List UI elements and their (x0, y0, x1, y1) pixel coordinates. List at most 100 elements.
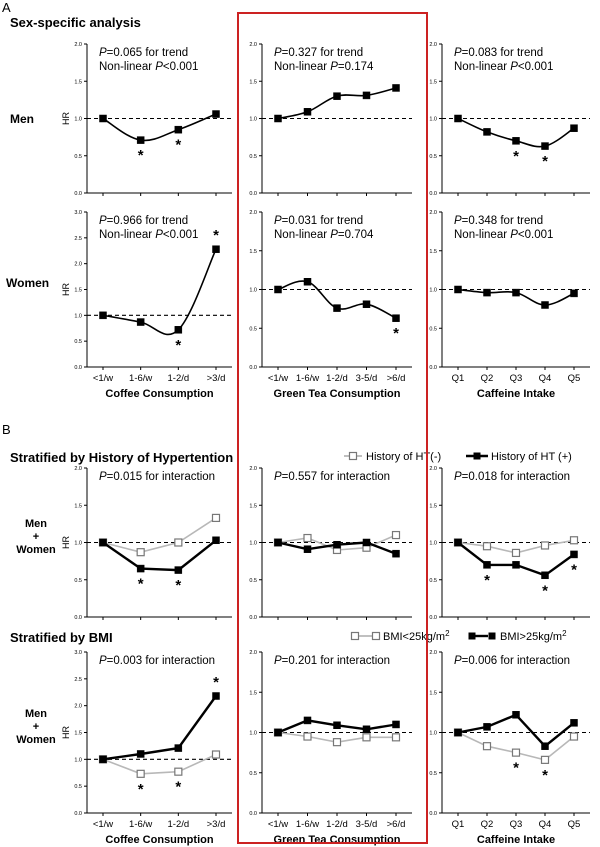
y-tick-label: 0.5 (429, 326, 437, 332)
data-point-marker (333, 721, 341, 730)
legend-bmi-high-text: BMI>25kg/m (500, 631, 562, 643)
x-tick-label: >6/d (387, 819, 406, 830)
data-point-marker (570, 124, 578, 132)
section-b1-title: Stratified by History of Hypertention (10, 450, 233, 465)
y-tick-label: 0.0 (249, 615, 257, 621)
data-point-marker (454, 285, 462, 294)
p-value: =0.083 for trend (462, 47, 544, 59)
series-line (102, 753, 217, 775)
y-tick-label: 1.5 (429, 503, 437, 509)
x-tick-label: 1-6/w (129, 373, 152, 384)
data-point-marker (570, 289, 578, 298)
series-filled: ** (454, 114, 578, 170)
legend-ht-neg-marker (348, 451, 358, 461)
significance-star: * (175, 577, 181, 594)
significance-star: * (138, 576, 144, 593)
significance-star: * (542, 153, 548, 170)
legend-bmi-high-label: BMI>25kg/m2 (500, 629, 567, 643)
y-tick-label: 1.0 (74, 313, 82, 319)
series-curve (102, 248, 217, 336)
data-point-marker (303, 533, 312, 543)
trend-annotation: P=0.966 for trend (99, 215, 188, 227)
legend-ht-neg-label: History of HT(-) (366, 451, 441, 463)
legend-bmi-high-sup: 2 (562, 629, 567, 638)
panel-b-bmi-caffeine: 0.0 0.5 1.0 1.5 2.0 Q1 Q2 Q3 Q4 Q5 Caffeine Intake… (429, 650, 590, 846)
nonlinear-text: Non-linear (99, 61, 155, 73)
p-value: =0.031 for trend (282, 215, 364, 227)
row-label-women: Women (6, 276, 49, 290)
y-tick-label: 0.5 (429, 154, 437, 160)
nonlinear-p-italic: P (155, 229, 163, 241)
data-point-marker (174, 326, 183, 334)
panel-b-ht-tea: 0.0 0.5 1.0 1.5 2.0 P=0.557 for interaction (249, 466, 412, 621)
significance-star: * (542, 582, 548, 599)
series-open: * * (453, 728, 579, 784)
p-value: =0.006 for interaction (462, 655, 570, 667)
trend-annotation: P=0.065 for trend (99, 47, 188, 59)
y-tick-label: 2.0 (74, 42, 82, 48)
nonlinear-value: <0.001 (163, 61, 199, 73)
series-filled: ** (99, 227, 220, 354)
y-tick-label: 1.0 (249, 731, 257, 737)
data-point-marker (454, 114, 462, 123)
data-point-marker (212, 692, 220, 700)
series-filled (274, 538, 400, 558)
data-point-marker (569, 732, 579, 741)
panel-b-bmi-tea: 0.0 0.5 1.0 1.5 2.0 <1/w 1-6/w 1-2/d 3-5/d >6/d Gr… (249, 650, 412, 846)
legend-bmi-high-marker (468, 632, 476, 640)
nonlinear-annotation: Non-linear P<0.001 (454, 229, 553, 241)
data-point-marker (274, 728, 282, 737)
x-tick-label: <1/w (93, 373, 113, 384)
series-filled: * (99, 674, 220, 764)
y-tick-label: 1.5 (74, 288, 82, 294)
legend-bmi-low-marker (350, 631, 360, 641)
data-point-marker (362, 733, 371, 742)
y-tick-label: 3.0 (74, 210, 82, 216)
row-label-b1: Men + Women (16, 518, 56, 556)
nonlinear-annotation: Non-linear P<0.001 (99, 61, 198, 73)
data-point-marker (99, 311, 107, 320)
data-point-marker (483, 288, 491, 297)
p-italic: P (99, 215, 107, 227)
section-a-title: Sex-specific analysis (10, 15, 141, 30)
y-tick-label: 0.0 (74, 811, 82, 817)
data-point-marker (99, 114, 107, 123)
panel-a-men-caffeine: 0.00.51.01.52.0P=0.083 for trendNon-line… (429, 42, 590, 197)
p-italic: P (99, 47, 107, 59)
row-label-b2-line3: Women (16, 734, 56, 746)
x-tick-label: >6/d (387, 373, 406, 384)
data-point-marker (541, 142, 549, 150)
data-point-marker (303, 716, 312, 725)
nonlinear-value: =0.704 (338, 229, 374, 241)
p-italic: P (454, 471, 462, 483)
series-filled: ** (99, 110, 220, 164)
data-point-marker (303, 545, 312, 553)
legend-bmi-low-text: BMI<25kg/m (383, 631, 445, 643)
y-tick-label: 1.5 (249, 79, 257, 85)
trend-annotation: P=0.201 for interaction (274, 655, 390, 667)
data-point-marker (362, 91, 371, 100)
x-tick-label: 1-6/w (296, 819, 319, 830)
data-point-marker (540, 541, 550, 550)
x-tick-label: >3/d (207, 819, 226, 830)
panel-b-label: B (2, 422, 11, 437)
data-point-marker (512, 561, 520, 569)
x-axis-title: Caffeine Intake (477, 834, 555, 846)
y-tick-label: 2.0 (74, 704, 82, 710)
nonlinear-p-italic: P (155, 61, 163, 73)
y-tick-label: 1.5 (429, 249, 437, 255)
nonlinear-text: Non-linear (274, 229, 330, 241)
y-tick-label: 0.0 (74, 365, 82, 371)
y-tick-label: 1.5 (74, 731, 82, 737)
x-tick-label: Q2 (481, 819, 494, 830)
data-point-marker (570, 719, 578, 727)
y-tick-label: 1.5 (74, 503, 82, 509)
trend-annotation: P=0.327 for trend (274, 47, 363, 59)
legend-bmi-low-label: BMI<25kg/m2 (383, 629, 450, 643)
p-italic: P (454, 215, 462, 227)
panel-b-ht-caffeine: 0.00.51.01.52.0P=0.018 for interaction**… (429, 466, 590, 621)
legend-ht-pos-marker (473, 452, 481, 460)
y-tick-label: 1.5 (249, 690, 257, 696)
nonlinear-p-italic: P (510, 61, 518, 73)
